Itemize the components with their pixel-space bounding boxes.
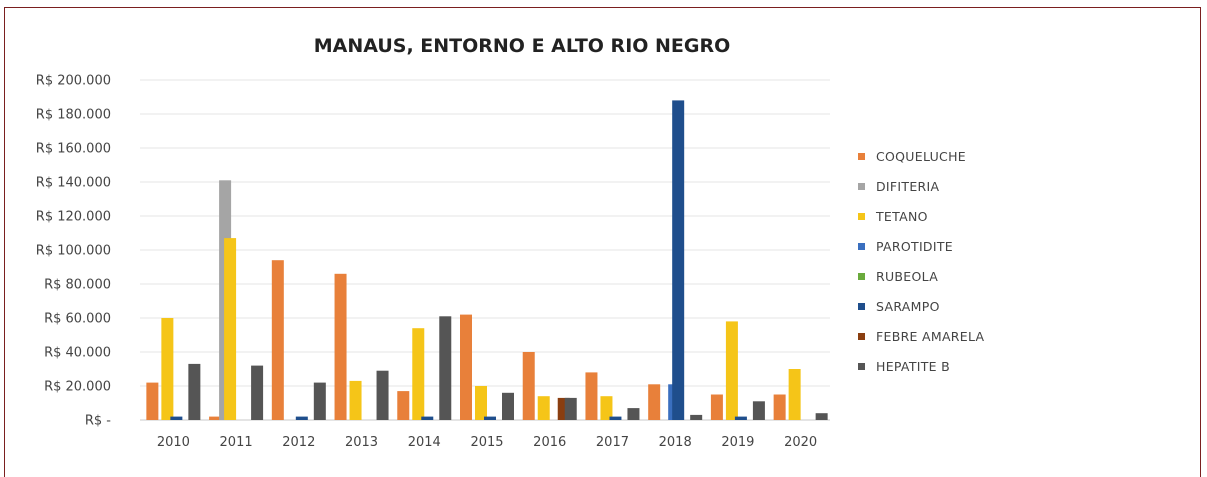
legend-label: SARAMPO [876,299,940,314]
legend-label: RUBEOLA [876,269,938,284]
legend-swatch [858,273,865,280]
bar-hepatite-b [188,363,201,420]
bar-tetano [725,321,738,420]
bar-tetano [349,380,362,420]
x-tick-label: 2020 [784,435,817,450]
bar-sarampo [421,416,434,420]
x-tick-label: 2012 [282,435,315,450]
y-tick-label: R$ 140.000 [36,176,111,191]
legend-swatch [858,243,865,250]
bar-sarampo [672,100,685,421]
y-tick-label: R$ 180.000 [36,108,111,123]
bar-coqueluche [334,273,347,420]
bar-tetano [788,369,801,420]
chart-frame [4,7,1201,477]
legend-label: TETANO [875,209,928,224]
legend: COQUELUCHE DIFITERIA TETANO PAROTIDITE RUBEO… [858,149,985,374]
x-tick-label: 2015 [470,435,503,450]
bar-coqueluche [146,382,159,420]
x-axis: 2010 2011 2012 2013 2014 2015 2016 2017 2018 2019… [157,435,817,450]
y-tick-label: R$ 80.000 [44,278,111,293]
bar-coqueluche [710,394,723,420]
x-tick-label: 2011 [220,435,253,450]
y-tick-label: R$ 20.000 [44,380,111,395]
bar-tetano [537,396,550,420]
bar-sarampo [734,416,747,420]
bar-coqueluche [773,394,786,420]
bar-hepatite-b [564,397,577,420]
x-tick-label: 2018 [659,435,692,450]
bar-hepatite-b [690,414,703,420]
bar-sarampo [170,416,183,420]
bar-hepatite-b [752,401,765,420]
y-tick-label: R$ 100.000 [36,244,111,259]
bar-hepatite-b [376,370,389,420]
bar-hepatite-b [627,408,640,420]
x-tick-label: 2016 [533,435,566,450]
x-tick-label: 2014 [408,435,441,450]
bar-coqueluche [522,352,535,420]
x-tick-label: 2010 [157,435,190,450]
legend-swatch [858,183,865,190]
legend-swatch [858,333,865,340]
bar-tetano [475,386,487,420]
legend-swatch [858,363,865,370]
bars [146,100,828,421]
y-tick-label: R$ 60.000 [44,312,111,327]
bar-coqueluche [648,384,661,420]
bar-tetano [412,328,425,420]
bar-sarampo [609,416,622,420]
bar-coqueluche [209,416,222,420]
bar-hepatite-b [815,413,828,420]
y-tick-label: R$ 200.000 [36,74,111,89]
bar-coqueluche [271,260,284,420]
bar-hepatite-b [439,316,452,420]
y-tick-label: R$ 160.000 [36,142,111,157]
chart-title: MANAUS, ENTORNO E ALTO RIO NEGRO [314,35,731,57]
legend-swatch [858,303,865,310]
x-tick-label: 2019 [721,435,754,450]
bar-coqueluche [397,391,410,420]
y-axis: R$ - R$ 20.000 R$ 40.000 R$ 60.000 R$ 80.000… [36,74,111,429]
legend-swatch [858,153,865,160]
bar-sarampo [295,416,308,420]
x-tick-label: 2013 [345,435,378,450]
y-tick-label: R$ - [85,414,111,429]
bar-sarampo [484,416,496,420]
legend-label: FEBRE AMARELA [876,329,985,344]
bar-tetano [600,396,613,420]
legend-label: DIFITERIA [876,179,939,194]
legend-label: COQUELUCHE [876,149,966,164]
bar-tetano [161,318,174,420]
legend-label: HEPATITE B [876,359,950,374]
bar-hepatite-b [502,392,514,420]
bar-coqueluche [585,372,598,420]
bar-coqueluche [460,314,472,420]
bar-hepatite-b [313,382,326,420]
legend-label: PAROTIDITE [876,239,953,254]
legend-swatch [858,213,865,220]
x-tick-label: 2017 [596,435,629,450]
y-tick-label: R$ 120.000 [36,210,111,225]
bar-tetano [224,238,237,420]
y-tick-label: R$ 40.000 [44,346,111,361]
bar-hepatite-b [251,365,264,420]
